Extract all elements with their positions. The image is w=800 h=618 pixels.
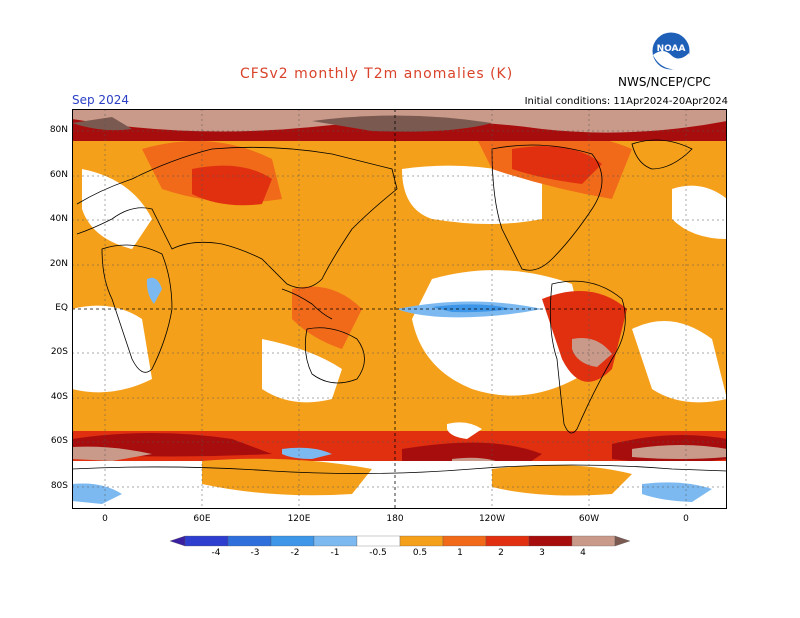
colorbar-swatch — [614, 535, 631, 547]
colorbar-label: 1 — [457, 548, 463, 558]
reference-lines — [72, 109, 727, 509]
noaa-logo: NOAA — [651, 31, 691, 71]
page-title: CFSv2 monthly T2m anomalies (K) — [240, 66, 514, 82]
colorbar-label: -4 — [211, 548, 221, 558]
colorbar-swatch — [356, 535, 401, 547]
colorbar-label: -0.5 — [369, 548, 387, 558]
lat-label: 20S — [50, 347, 68, 357]
initial-conditions: Initial conditions: 11Apr2024-20Apr2024 — [524, 96, 728, 107]
lat-label: 40S — [50, 392, 68, 402]
colorbar-label: 3 — [539, 548, 545, 558]
colorbar-swatch — [485, 535, 530, 547]
lat-label: 60S — [50, 436, 68, 446]
valid-month: Sep 2024 — [72, 93, 129, 107]
colorbar-swatch — [528, 535, 573, 547]
colorbar-swatch — [270, 535, 315, 547]
lon-label: 120E — [287, 514, 311, 524]
lon-label: 60W — [578, 514, 600, 524]
agency-label: NWS/NCEP/CPC — [618, 75, 711, 89]
anomaly-map — [72, 109, 727, 513]
lon-label: 60E — [193, 514, 211, 524]
colorbar-label: 4 — [580, 548, 586, 558]
colorbar-swatch — [442, 535, 487, 547]
lat-label: EQ — [55, 303, 68, 313]
lat-label: 80S — [50, 481, 68, 491]
colorbar-label: -1 — [330, 548, 340, 558]
colorbar-swatch — [399, 535, 444, 547]
lon-label: 0 — [683, 514, 689, 524]
colorbar-label: 2 — [498, 548, 504, 558]
colorbar-swatches — [169, 535, 631, 547]
colorbar-swatch — [169, 535, 186, 547]
warm-band-tropics — [72, 249, 727, 399]
colorbar-label: 0.5 — [412, 548, 428, 558]
lon-label: 120W — [478, 514, 506, 524]
lat-label: 40N — [49, 214, 68, 224]
lon-label: 180 — [386, 514, 404, 524]
colorbar-swatch — [571, 535, 616, 547]
lon-label: 0 — [102, 514, 108, 524]
colorbar-swatch — [184, 535, 229, 547]
colorbar — [169, 532, 631, 554]
coastlines — [72, 139, 727, 474]
colorbar-swatch — [313, 535, 358, 547]
logo-text: NOAA — [657, 44, 686, 54]
lat-label: 20N — [49, 259, 68, 269]
colorbar-swatch — [227, 535, 272, 547]
colorbar-label: -3 — [250, 548, 260, 558]
lat-label: 60N — [49, 170, 68, 180]
colorbar-label: -2 — [290, 548, 300, 558]
lat-label: 80N — [49, 125, 68, 135]
